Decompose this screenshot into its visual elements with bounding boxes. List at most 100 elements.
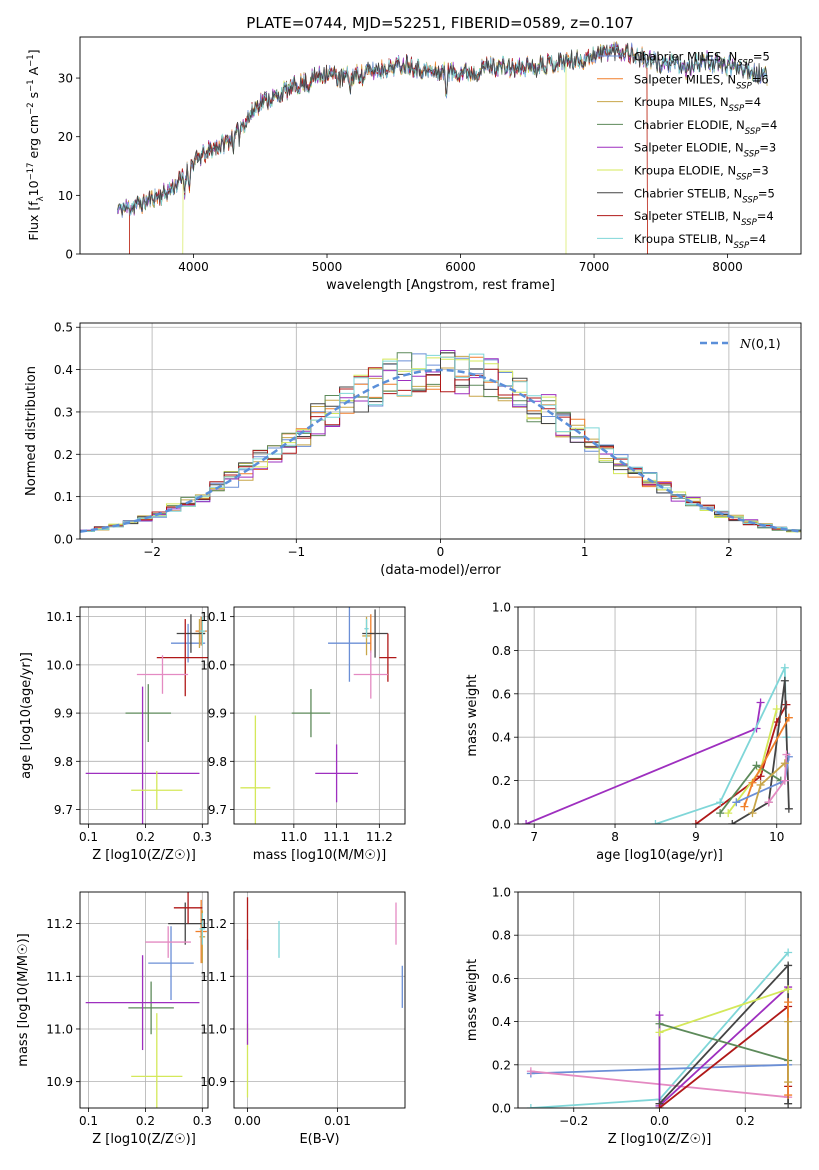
- y-tick-label: 0: [65, 248, 73, 262]
- plot-area: [117, 41, 768, 254]
- errorbar-point: [156, 619, 208, 697]
- legend-subscript: SSP: [744, 150, 760, 160]
- weight-marker: [748, 809, 757, 818]
- normal-curve: [80, 368, 801, 533]
- axes-frame: [233, 891, 406, 1109]
- x-tick-label: 7: [530, 830, 538, 844]
- y-tick-label: 10.0: [200, 658, 227, 672]
- panel-residuals: −2 −1 0 1 2 0.0 0.1 0.2 0.3 0.4 0.5 (data-model)/er…: [24, 321, 802, 578]
- x-tick-label: 0.00: [234, 1114, 261, 1128]
- weight-marker: [784, 961, 793, 970]
- axes-frame: [79, 322, 802, 540]
- y-tick-label: 0.0: [54, 533, 73, 547]
- errorbar-point: [125, 684, 172, 743]
- x-axis-label: age [log10(age/yr)]: [596, 848, 723, 863]
- errorbar-point: [85, 686, 200, 824]
- weight-line: [658, 963, 789, 1105]
- x-tick-label: 0.1: [79, 1114, 98, 1128]
- weight-marker: [655, 1104, 664, 1108]
- x-axis-label: E(B-V): [299, 1132, 339, 1147]
- y-tick-label: 0.4: [492, 1015, 511, 1029]
- plot-area: [526, 948, 793, 1108]
- legend-count: =3: [759, 141, 776, 155]
- y-tick-label: 0.5: [54, 321, 73, 335]
- plot-area: [522, 663, 793, 824]
- errorbar-point: [353, 650, 388, 699]
- legend-count: =4: [744, 95, 761, 109]
- x-tick-label: 0.2: [736, 1114, 755, 1128]
- weight-marker: [732, 798, 741, 807]
- legend-count: =3: [752, 164, 769, 178]
- weight-marker: [780, 663, 789, 672]
- legend-symbol: N: [739, 336, 752, 351]
- weight-marker: [655, 1019, 664, 1028]
- weight-marker: [728, 820, 737, 824]
- x-tick-label: 4000: [178, 260, 209, 274]
- panel-ebv-mass: 0.00 0.01 10.9 11.0 11.1 11.2 E(B-V): [200, 891, 406, 1147]
- legend-label: Kroupa ELODIE, NSSP=3: [634, 164, 769, 183]
- panel-z-mass: 0.1 0.2 0.3 10.9 11.0 11.1 11.2 Z [log10(Z/Z☉)]…: [16, 891, 212, 1147]
- panel-spectrum: 4000 5000 6000 7000 8000 0 10 20 30 wavelength [A…: [26, 36, 802, 293]
- legend-count: =5: [758, 186, 775, 200]
- weight-marker: [784, 1091, 793, 1100]
- x-tick-label: 0.2: [136, 1114, 155, 1128]
- legend-subscript: SSP: [729, 104, 745, 114]
- y-tick-label: 10.9: [200, 1075, 227, 1089]
- x-axis-label: wavelength [Angstrom, rest frame]: [326, 278, 555, 293]
- axes-frame: [233, 606, 406, 825]
- errorbar-point: [128, 981, 174, 1035]
- errorbar-point: [364, 619, 369, 639]
- panel-age-weight: 7 8 9 10 0.0 0.2 0.4 0.6 0.8 1.0 age [log10(age/yr…: [465, 601, 802, 863]
- weight-marker: [780, 676, 789, 685]
- errorbar-point: [131, 1013, 183, 1108]
- x-tick-label: 10: [769, 830, 784, 844]
- y-tick-label: 11.1: [46, 970, 73, 984]
- weight-marker: [756, 698, 765, 707]
- weight-marker: [784, 948, 793, 957]
- legend-subscript: SSP: [736, 173, 752, 183]
- x-axis-label: Z [log10(Z/Z☉)]: [92, 848, 196, 863]
- weight-marker: [526, 1067, 535, 1076]
- weight-marker: [784, 985, 793, 994]
- x-tick-label: −2: [143, 545, 161, 559]
- y-tick-label: 1.0: [492, 601, 511, 615]
- x-tick-label: 0.3: [193, 830, 212, 844]
- x-tick-label: 9: [692, 830, 700, 844]
- x-tick-label: 2: [725, 545, 733, 559]
- weight-marker: [784, 1099, 793, 1108]
- errorbar-point: [328, 607, 371, 682]
- errorbar-point: [136, 655, 189, 694]
- x-tick-label: 11.1: [323, 830, 350, 844]
- errorbar-point: [85, 955, 200, 1051]
- y-tick-label: 11.0: [200, 1022, 227, 1036]
- x-tick-label: 5000: [312, 260, 343, 274]
- plot-area: [85, 892, 207, 1108]
- y-tick-label: 10: [58, 189, 73, 203]
- errorbar-point: [199, 616, 206, 646]
- x-axis-label: (data-model)/error: [380, 563, 501, 578]
- panel-z-weight: −0.2 0.0 0.2 0.0 0.2 0.4 0.6 0.8 1.0 Z [log10(Z/Z…: [465, 886, 802, 1147]
- y-tick-label: 0.6: [492, 972, 511, 986]
- errorbar-point: [168, 902, 203, 945]
- weight-marker: [784, 1017, 793, 1026]
- weight-line: [695, 704, 788, 824]
- y-axis-label: mass [log10(M/M☉)]: [16, 933, 31, 1066]
- y-tick-label: 1.0: [492, 886, 511, 900]
- spectrum-line: [129, 41, 648, 254]
- spectrum-line: [117, 42, 768, 216]
- y-label-part: Flux [f: [26, 201, 41, 241]
- y-tick-label: 0.8: [492, 644, 511, 658]
- weight-marker: [752, 761, 761, 770]
- y-tick-label: 0.6: [492, 687, 511, 701]
- y-tick-label: 0.2: [492, 774, 511, 788]
- y-label-part: erg cm: [26, 115, 41, 163]
- y-label-part: −1: [26, 54, 36, 67]
- x-tick-label: 0.1: [79, 830, 98, 844]
- x-axis-label: Z [log10(Z/Z☉)]: [608, 1132, 712, 1147]
- errorbar-point: [195, 899, 207, 964]
- y-tick-label: 9.9: [54, 707, 73, 721]
- weight-marker: [522, 820, 531, 824]
- weight-marker: [526, 1104, 535, 1108]
- plot-area: [80, 350, 801, 533]
- weight-marker: [780, 759, 789, 768]
